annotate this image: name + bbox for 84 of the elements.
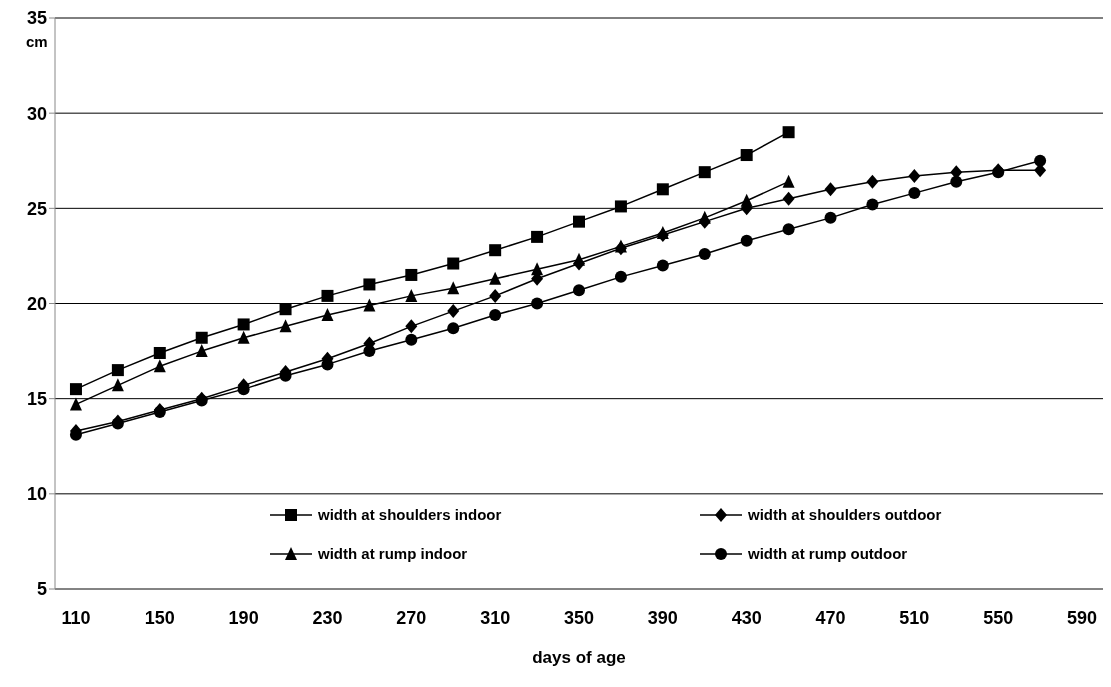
point <box>824 211 837 224</box>
point <box>740 149 753 162</box>
point <box>782 223 795 236</box>
point <box>363 298 376 312</box>
point <box>447 257 460 270</box>
point <box>531 230 544 243</box>
point <box>69 383 82 396</box>
point <box>908 168 921 183</box>
point <box>782 191 795 206</box>
point <box>614 200 627 213</box>
x-tick-label: 190 <box>228 607 259 628</box>
x-tick-label: 150 <box>144 607 175 628</box>
point <box>447 322 460 335</box>
x-tick-label: 590 <box>1067 607 1098 628</box>
x-tick-label: 390 <box>647 607 678 628</box>
point <box>237 330 250 344</box>
point <box>489 308 502 321</box>
point <box>447 304 460 319</box>
point <box>447 281 460 295</box>
point <box>573 215 585 228</box>
point <box>698 210 711 224</box>
y-tick-label: 15 <box>26 389 47 410</box>
point <box>321 289 334 302</box>
legend-label: width at shoulders outdoor <box>748 506 942 523</box>
point <box>153 359 166 373</box>
y-tick-label: 25 <box>26 198 47 219</box>
point <box>69 397 82 411</box>
legend-label: width at shoulders indoor <box>318 506 502 523</box>
point <box>363 278 376 291</box>
legend-label: width at rump indoor <box>318 545 468 562</box>
point <box>573 252 585 266</box>
point <box>405 288 418 302</box>
legend-label: width at rump outdoor <box>748 545 908 562</box>
point <box>405 268 418 281</box>
point <box>279 303 292 316</box>
point <box>321 307 334 321</box>
x-tick-label: 310 <box>480 607 511 628</box>
x-tick-label: 510 <box>899 607 930 628</box>
y-axis-title: cm <box>26 32 48 50</box>
point <box>279 319 292 333</box>
point <box>950 175 963 188</box>
point <box>489 271 502 285</box>
point <box>153 346 166 359</box>
x-tick-label: 350 <box>563 607 595 628</box>
point <box>405 319 418 334</box>
point <box>866 198 879 211</box>
point <box>740 234 753 247</box>
x-tick-label: 230 <box>312 607 343 628</box>
point <box>363 345 376 358</box>
point <box>656 259 669 272</box>
point <box>740 193 753 207</box>
point <box>1034 154 1047 167</box>
point <box>698 248 711 261</box>
point <box>824 182 837 197</box>
point <box>866 174 879 189</box>
y-tick-label: 20 <box>26 293 47 314</box>
y-tick-label: 30 <box>26 103 47 124</box>
y-tick-label: 35 <box>26 8 47 29</box>
point <box>489 244 502 257</box>
point <box>111 364 124 377</box>
x-tick-label: 270 <box>396 607 427 628</box>
point <box>782 126 795 139</box>
y-tick-label: 10 <box>26 484 47 505</box>
point <box>614 270 627 283</box>
point <box>782 174 795 188</box>
x-tick-label: 470 <box>815 607 846 628</box>
point <box>111 378 124 392</box>
point <box>531 297 544 310</box>
point <box>153 405 166 418</box>
point <box>489 288 502 303</box>
x-tick-label: 550 <box>983 607 1014 628</box>
point <box>698 166 711 179</box>
y-tick-label: 5 <box>36 579 47 600</box>
x-axis-title: days of age <box>532 648 626 667</box>
point <box>195 331 208 344</box>
point <box>656 183 669 196</box>
point <box>405 333 418 346</box>
x-tick-label: 110 <box>61 607 91 628</box>
point <box>195 344 208 358</box>
point <box>237 318 250 331</box>
point <box>908 187 921 200</box>
point <box>573 284 585 297</box>
point <box>531 262 544 276</box>
x-tick-label: 430 <box>731 607 762 628</box>
